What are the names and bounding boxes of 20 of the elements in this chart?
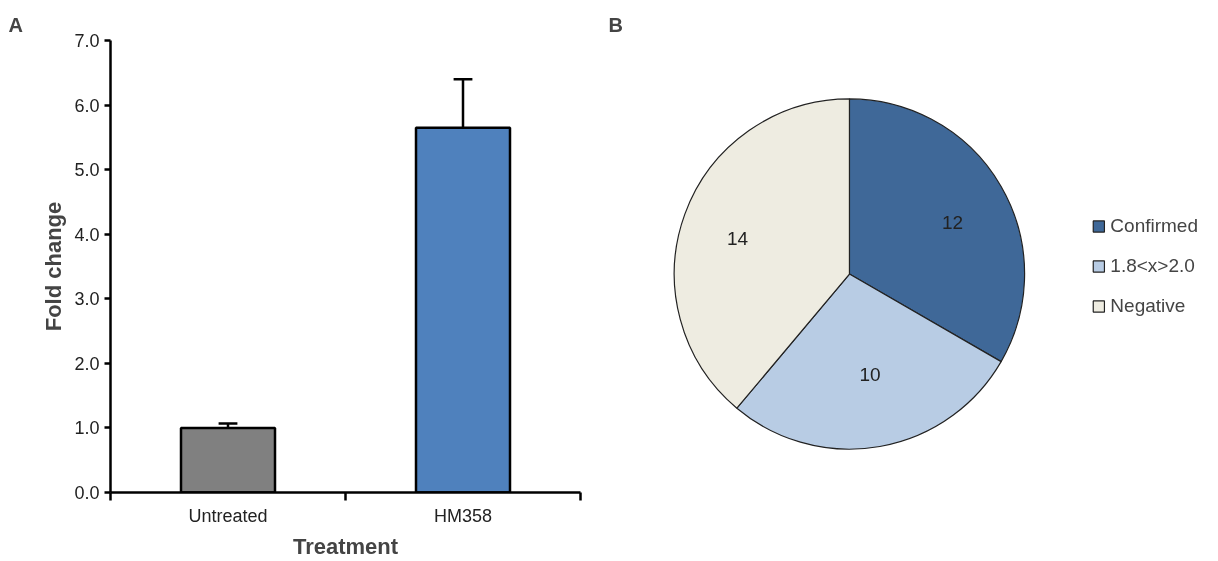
chart-title: A bbox=[8, 13, 23, 36]
data-label: 10 bbox=[859, 364, 881, 386]
y-tick-label: 1.0 bbox=[74, 418, 100, 439]
data-label: 14 bbox=[726, 228, 749, 250]
legend-label: Confirmed bbox=[1110, 215, 1198, 237]
y-tick-label: 3.0 bbox=[74, 289, 100, 310]
y-tick-label: 6.0 bbox=[74, 95, 100, 116]
y-tick-label: 2.0 bbox=[74, 353, 100, 374]
x-tick-label: HM358 bbox=[433, 505, 493, 526]
y-tick-label: 7.0 bbox=[74, 31, 100, 51]
data-label: 12 bbox=[942, 212, 964, 234]
legend-label: 1.8<x>2.0 bbox=[1110, 255, 1195, 277]
y-tick-label: 4.0 bbox=[74, 224, 100, 245]
x-tick-label: Untreated bbox=[188, 505, 268, 526]
legend-label: Negative bbox=[1110, 295, 1186, 317]
y-axis-title: Fold change bbox=[41, 201, 67, 332]
x-axis-title: Treatment bbox=[292, 533, 399, 559]
y-tick-label: 0.0 bbox=[74, 483, 100, 503]
chart-title: B bbox=[608, 13, 623, 36]
y-tick-label: 5.0 bbox=[74, 160, 100, 181]
